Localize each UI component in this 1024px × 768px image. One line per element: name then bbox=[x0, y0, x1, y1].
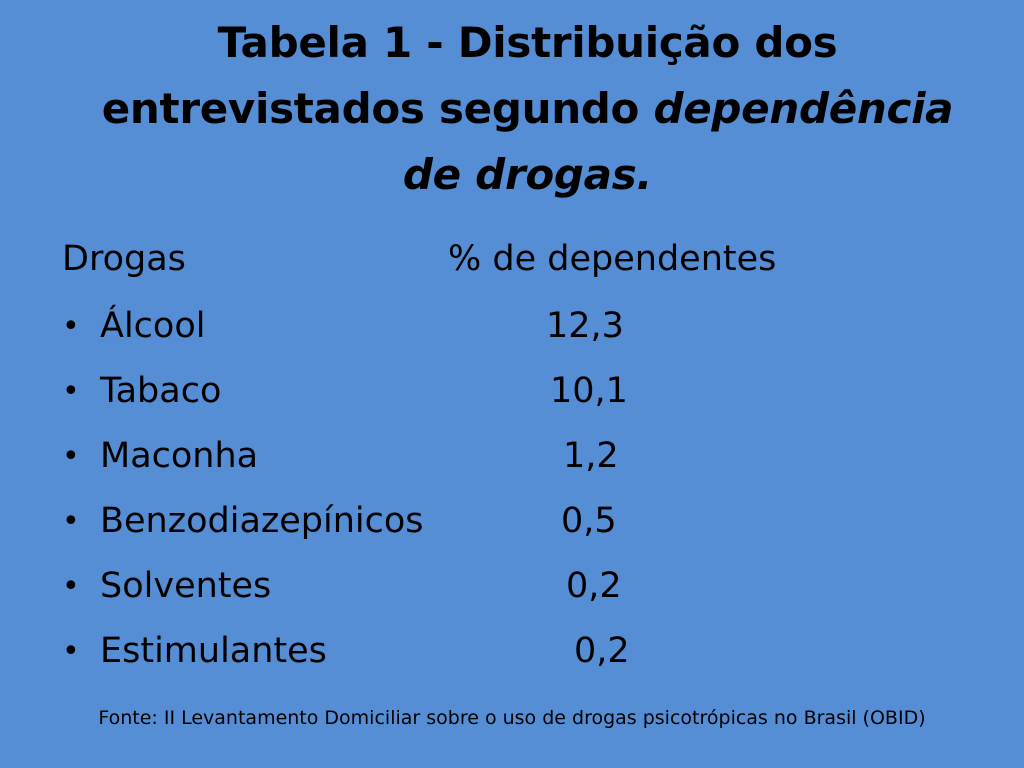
bullet: • bbox=[62, 309, 80, 344]
drug-value: 0,2 bbox=[566, 566, 622, 606]
drug-name: Álcool bbox=[100, 306, 206, 346]
list-item: • Tabaco 10,1 bbox=[62, 359, 962, 424]
drug-name: Estimulantes bbox=[100, 631, 327, 671]
drug-name: Benzodiazepínicos bbox=[100, 501, 424, 541]
list-item: • Álcool 12,3 bbox=[62, 294, 962, 359]
title-line-3-italic: de drogas. bbox=[402, 150, 653, 199]
title-line-3: de drogas. bbox=[60, 142, 995, 208]
drug-value: 10,1 bbox=[550, 371, 628, 411]
slide-title: Tabela 1 - Distribuição dos entrevistado… bbox=[60, 10, 995, 208]
drug-value: 0,2 bbox=[574, 631, 630, 671]
drug-value: 12,3 bbox=[546, 306, 624, 346]
title-line-2-italic: dependência bbox=[653, 84, 954, 133]
list-item: • Benzodiazepínicos 0,5 bbox=[62, 489, 962, 554]
list-item: • Solventes 0,2 bbox=[62, 554, 962, 619]
title-line-2: entrevistados segundo dependência bbox=[60, 76, 995, 142]
table-header: Drogas % de dependentes bbox=[62, 234, 962, 284]
drug-name: Solventes bbox=[100, 566, 272, 606]
bullet: • bbox=[62, 374, 80, 409]
bullet: • bbox=[62, 569, 80, 604]
list-item: • Estimulantes 0,2 bbox=[62, 619, 962, 684]
title-line-1: Tabela 1 - Distribuição dos bbox=[217, 18, 838, 67]
header-drugs: Drogas bbox=[62, 239, 186, 279]
drug-value: 0,5 bbox=[561, 501, 617, 541]
bullet: • bbox=[62, 504, 80, 539]
header-percent-dependents: % de dependentes bbox=[448, 239, 777, 279]
bullet: • bbox=[62, 439, 80, 474]
drug-name: Tabaco bbox=[100, 371, 222, 411]
drug-value: 1,2 bbox=[563, 436, 619, 476]
bullet: • bbox=[62, 634, 80, 669]
source-note: Fonte: II Levantamento Domiciliar sobre … bbox=[98, 707, 926, 729]
title-line-2-plain: entrevistados segundo bbox=[101, 84, 654, 133]
list-item: • Maconha 1,2 bbox=[62, 424, 962, 489]
drug-name: Maconha bbox=[100, 436, 259, 476]
drug-list: • Álcool 12,3 • Tabaco 10,1 • Maconha 1,… bbox=[62, 294, 962, 684]
